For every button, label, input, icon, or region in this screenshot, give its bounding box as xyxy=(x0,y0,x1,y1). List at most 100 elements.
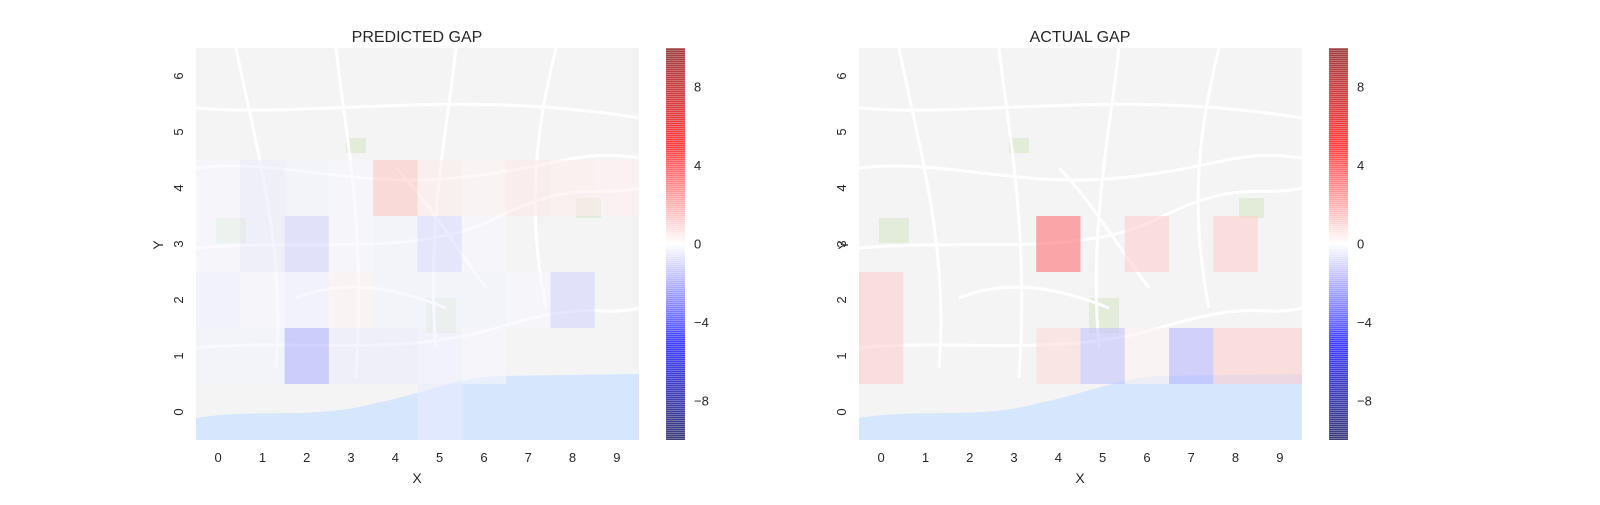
heatmap-cell xyxy=(594,160,639,216)
x-tick-label: 4 xyxy=(392,450,399,465)
x-tick-label: 6 xyxy=(480,450,487,465)
x-tick-label: 2 xyxy=(966,450,973,465)
heatmap-cell xyxy=(240,328,285,384)
chart-title: ACTUAL GAP xyxy=(1030,29,1131,46)
map-road xyxy=(858,102,1303,120)
y-tick-label: 6 xyxy=(171,72,186,79)
colorbar-tick-label: −4 xyxy=(1357,315,1372,330)
y-axis-label: Y xyxy=(150,240,166,250)
map-water xyxy=(859,374,1302,440)
heatmap-cell xyxy=(328,216,374,272)
heatmap-cell xyxy=(461,160,507,216)
y-tick-label: 2 xyxy=(834,296,849,303)
x-tick-label: 6 xyxy=(1143,450,1150,465)
heatmap-cell xyxy=(373,160,418,216)
map-park xyxy=(346,138,366,153)
heatmap-cell xyxy=(417,328,462,384)
x-tick-label: 8 xyxy=(1232,450,1239,465)
heatmap-cell xyxy=(373,328,418,384)
y-tick-label: 1 xyxy=(171,352,186,359)
y-tick-label: 0 xyxy=(834,408,849,415)
heatmap-cell xyxy=(506,272,551,328)
heatmap-cell xyxy=(417,160,462,216)
map-road xyxy=(858,153,1303,182)
x-tick-label: 0 xyxy=(215,450,222,465)
y-axis-label: Y xyxy=(835,240,851,250)
heatmap-cell xyxy=(373,216,418,272)
heatmap-cell xyxy=(240,160,285,216)
heatmap-cell xyxy=(284,328,329,384)
x-tick-label: 9 xyxy=(613,450,620,465)
x-tick-label: 2 xyxy=(303,450,310,465)
heatmap-cell xyxy=(461,216,507,272)
heatmap-cell xyxy=(550,160,595,216)
heatmap-cell xyxy=(328,272,374,328)
colorbar-tick-label: 8 xyxy=(1357,80,1364,95)
map-park xyxy=(879,218,909,243)
x-tick-label: 8 xyxy=(569,450,576,465)
heatmap-cell xyxy=(1213,328,1258,384)
x-axis-ticks: 0 1 2 3 4 5 6 7 8 9 xyxy=(215,450,621,465)
colorbar-tick-label: 8 xyxy=(694,80,701,95)
colorbar-ticks: 8 4 0 −4 −8 xyxy=(694,80,709,409)
x-tick-label: 5 xyxy=(1099,450,1106,465)
actual-gap-chart: ACTUAL GAP 0 1 2 3 4 5 6 7 8 9 0 1 2 3 4 5 6 X Y xyxy=(834,29,1303,486)
heatmap-cell xyxy=(240,216,285,272)
heatmap-cell xyxy=(196,160,241,216)
heatmap-cell xyxy=(506,160,551,216)
x-axis-label: X xyxy=(1075,470,1085,486)
colorbar-tick-label: −4 xyxy=(694,315,709,330)
x-tick-label: 1 xyxy=(259,450,266,465)
y-tick-label: 3 xyxy=(834,240,849,247)
heatmap-cell xyxy=(1169,328,1214,384)
heatmap-cell xyxy=(550,272,595,328)
heatmap-cell xyxy=(859,328,904,384)
heatmap-cell xyxy=(417,384,462,440)
map-road xyxy=(195,102,640,120)
heatmap-cell xyxy=(1213,216,1258,272)
x-tick-label: 1 xyxy=(922,450,929,465)
colorbar-lines xyxy=(1329,48,1348,440)
x-axis-label: X xyxy=(412,470,422,486)
y-tick-label: 2 xyxy=(171,296,186,303)
x-tick-label: 3 xyxy=(1010,450,1017,465)
x-tick-label: 4 xyxy=(1055,450,1062,465)
map-park xyxy=(1239,198,1264,218)
y-tick-label: 3 xyxy=(171,240,186,247)
x-tick-label: 3 xyxy=(347,450,354,465)
y-axis-ticks: 0 1 2 3 4 5 6 xyxy=(171,72,186,415)
x-axis-ticks: 0 1 2 3 4 5 6 7 8 9 xyxy=(878,450,1284,465)
y-tick-label: 4 xyxy=(171,184,186,191)
heatmap-cell xyxy=(1036,328,1081,384)
x-tick-label: 0 xyxy=(878,450,885,465)
x-tick-label: 5 xyxy=(436,450,443,465)
heatmap-cell xyxy=(328,160,374,216)
heatmap-cell xyxy=(1036,216,1081,272)
heatmap-cell xyxy=(417,272,462,328)
heatmap-cell xyxy=(859,272,904,328)
map-road xyxy=(1057,166,1151,289)
heatmap-cell xyxy=(1080,328,1125,384)
heatmap-cell xyxy=(284,160,329,216)
colorbar-tick-label: 4 xyxy=(694,158,701,173)
heatmap-cell xyxy=(1124,216,1170,272)
map-road xyxy=(1196,47,1221,309)
map-road xyxy=(958,285,1110,310)
heatmap-cell xyxy=(196,328,241,384)
colorbar-actual: 8 4 0 −4 −8 xyxy=(1329,48,1372,440)
heatmap-cell xyxy=(1124,328,1170,384)
colorbar-tick-label: −8 xyxy=(1357,393,1372,408)
x-tick-label: 7 xyxy=(1188,450,1195,465)
heatmap-cell xyxy=(196,272,241,328)
heatmap-cell xyxy=(1257,328,1302,384)
predicted-gap-chart: PREDICTED GAP 0 1 2 3 4 5 6 7 8 9 0 1 2 3 4 5 6 X Y xyxy=(150,29,640,486)
colorbar-predicted: 8 4 0 −4 −8 xyxy=(666,48,709,440)
y-tick-label: 0 xyxy=(171,408,186,415)
colorbar-tick-label: 0 xyxy=(1357,237,1364,252)
colorbar-lines xyxy=(666,48,685,440)
heatmap-cell xyxy=(284,272,329,328)
colorbar-tick-label: 4 xyxy=(1357,158,1364,173)
map-road xyxy=(897,47,943,369)
map-road xyxy=(997,47,1024,379)
